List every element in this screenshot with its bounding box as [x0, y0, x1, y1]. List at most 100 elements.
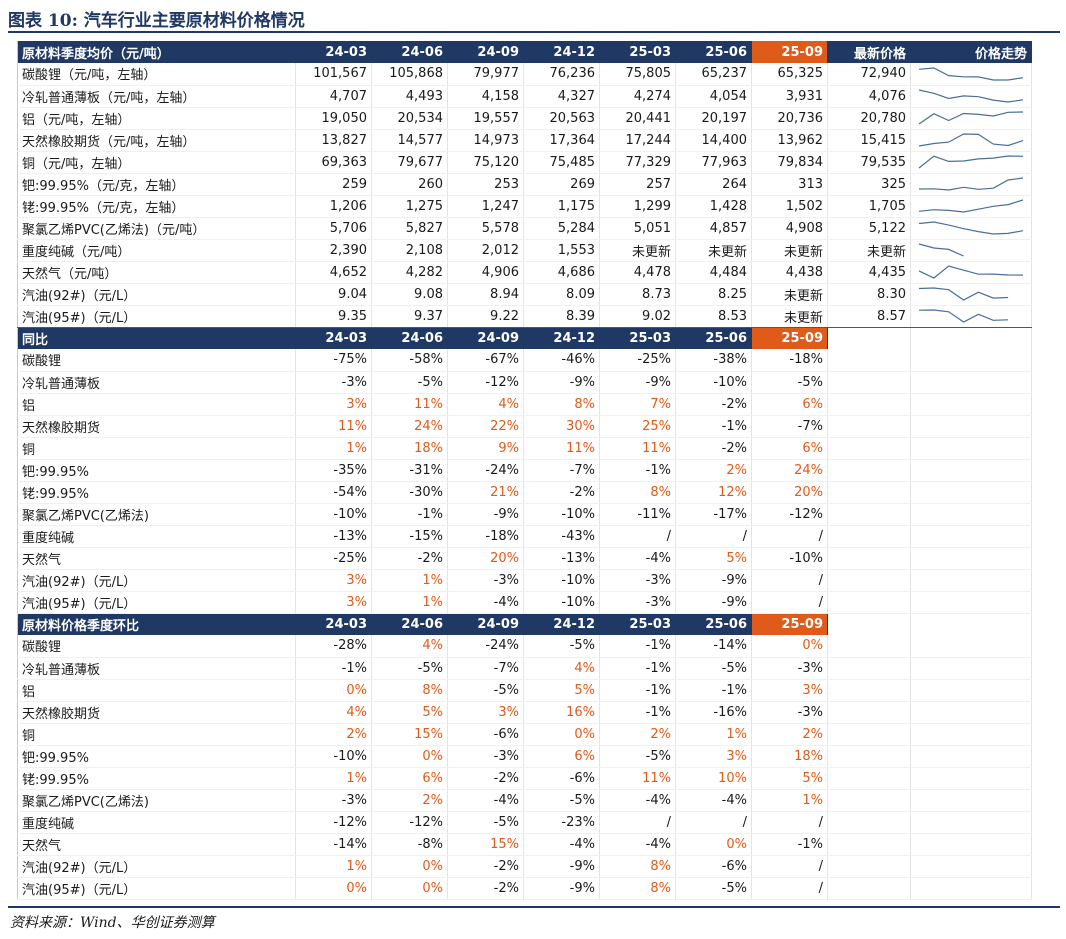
value-cell: /	[675, 811, 752, 834]
blank-cell	[910, 503, 1032, 526]
value-cell: 11%	[371, 393, 448, 416]
value-cell: /	[751, 568, 828, 592]
value-cell: 4,158	[447, 85, 524, 108]
value-cell: 0%	[371, 854, 448, 878]
value-cell: 105,868	[371, 63, 448, 86]
blank-cell	[910, 569, 1032, 592]
value-cell: 1%	[295, 437, 372, 460]
value-cell: 未更新	[751, 239, 828, 262]
value-cell: 0%	[295, 877, 372, 900]
value-cell: -12%	[447, 371, 524, 394]
value-cell: 8.25	[675, 282, 752, 306]
value-cell: 20,736	[751, 107, 828, 130]
value-cell: -7%	[751, 415, 828, 438]
value-cell: -3%	[599, 591, 676, 614]
sparkline-path	[918, 67, 1024, 81]
value-cell: 6%	[371, 767, 448, 790]
value-cell: 5%	[371, 701, 448, 724]
blank-cell	[827, 459, 911, 482]
value-cell: -2%	[523, 481, 600, 504]
value-cell: 未更新	[751, 305, 828, 328]
column-header: 25-09	[751, 613, 828, 635]
blank-cell	[827, 877, 911, 900]
trend-sparkline	[918, 221, 1024, 235]
latest-price-cell: 4,076	[827, 85, 911, 108]
column-header: 25-03	[599, 41, 676, 63]
value-cell: 2%	[295, 723, 372, 746]
blank-cell	[827, 481, 911, 504]
blank-cell	[827, 437, 911, 460]
value-cell: 4,438	[751, 261, 828, 284]
trend-sparkline	[918, 177, 1024, 191]
blank-cell	[910, 855, 1032, 878]
value-cell: 5%	[675, 547, 752, 570]
blank-cell	[910, 591, 1032, 614]
section-header-label: 原材料价格季度环比	[17, 613, 296, 635]
table-row: 天然橡胶期货 4% 5% 3% 16% -1% -16% -3%	[17, 701, 1032, 724]
value-cell: -2%	[447, 767, 524, 790]
value-cell: 21%	[447, 481, 524, 504]
value-cell: -13%	[523, 547, 600, 570]
column-header: 24-03	[295, 41, 372, 63]
value-cell: -9%	[675, 568, 752, 592]
value-cell: -9%	[675, 591, 752, 614]
table-row: 冷轧普通薄板 -3% -5% -12% -9% -9% -10% -5%	[17, 371, 1032, 394]
table-row: 碳酸锂 -28% 4% -24% -5% -1% -14% 0%	[17, 635, 1032, 658]
value-cell: -15%	[371, 525, 448, 548]
table-row: 汽油(95#)（元/L） 3% 1% -4% -10% -3% -9% /	[17, 591, 1032, 614]
latest-price-cell: 20,780	[827, 107, 911, 130]
value-cell: -43%	[523, 525, 600, 548]
row-label: 钯:99.95%	[17, 459, 296, 482]
column-header: 价格走势	[910, 41, 1032, 63]
value-cell: 1,428	[675, 195, 752, 218]
blank-cell	[910, 833, 1032, 856]
value-cell: 269	[523, 173, 600, 196]
row-label: 汽油(92#)（元/L）	[17, 282, 296, 306]
value-cell: -38%	[675, 349, 752, 372]
value-cell: 5,051	[599, 217, 676, 240]
blank-cell	[910, 635, 1032, 658]
column-header: 25-06	[675, 327, 752, 349]
value-cell: 3%	[751, 679, 828, 702]
sparkline-path	[918, 265, 1024, 279]
value-cell: -1%	[599, 635, 676, 658]
blank-cell	[827, 657, 911, 680]
value-cell: 14,973	[447, 129, 524, 152]
column-header: 24-06	[371, 613, 448, 635]
blank-cell	[910, 349, 1032, 372]
table-row: 冷轧普通薄板（元/吨，左轴） 4,707 4,493 4,158 4,327 4,274 4…	[17, 85, 1032, 108]
row-label: 铑:99.95%（元/克，左轴）	[17, 195, 296, 218]
blank-cell	[827, 723, 911, 746]
value-cell: 2,390	[295, 239, 372, 262]
value-cell: 7%	[599, 393, 676, 416]
row-label: 聚氯乙烯PVC(乙烯法)	[17, 789, 296, 812]
table-row: 天然气 -14% -8% 15% -4% -4% 0% -1%	[17, 833, 1032, 856]
column-header: 25-03	[599, 613, 676, 635]
sparkline-path	[918, 177, 1024, 191]
row-label: 铝（元/吨，左轴）	[17, 107, 296, 130]
value-cell: -6%	[675, 854, 752, 878]
value-cell: -10%	[295, 503, 372, 526]
row-label: 铜（元/吨，左轴）	[17, 151, 296, 174]
row-label: 冷轧普通薄板（元/吨，左轴）	[17, 85, 296, 108]
column-header: 24-03	[295, 327, 372, 349]
source-note: 资料来源：Wind、华创证券测算	[10, 915, 215, 931]
value-cell: -13%	[295, 525, 372, 548]
value-cell: -5%	[523, 789, 600, 812]
section3-header-row: 原材料价格季度环比 24-03 24-06 24-09 24-12 25-03 25-06 2…	[17, 613, 1032, 635]
blank-cell	[827, 811, 911, 834]
value-cell: 25%	[599, 415, 676, 438]
table-row: 铑:99.95%（元/克，左轴） 1,206 1,275 1,247 1,175 1,29…	[17, 195, 1032, 218]
value-cell: 75,805	[599, 63, 676, 86]
value-cell: -9%	[523, 371, 600, 394]
value-cell: 20,534	[371, 107, 448, 130]
blank-cell	[910, 679, 1032, 702]
value-cell: 4,484	[675, 261, 752, 284]
table-row: 聚氯乙烯PVC(乙烯法) -10% -1% -9% -10% -11% -17% -12%	[17, 503, 1032, 526]
blank-cell	[910, 701, 1032, 724]
value-cell: 9.22	[447, 305, 524, 328]
value-cell: 17,364	[523, 129, 600, 152]
figure-title: 图表 10: 汽车行业主要原材料价格情况	[8, 11, 305, 31]
value-cell: 1%	[371, 591, 448, 614]
blank-cell	[910, 547, 1032, 570]
